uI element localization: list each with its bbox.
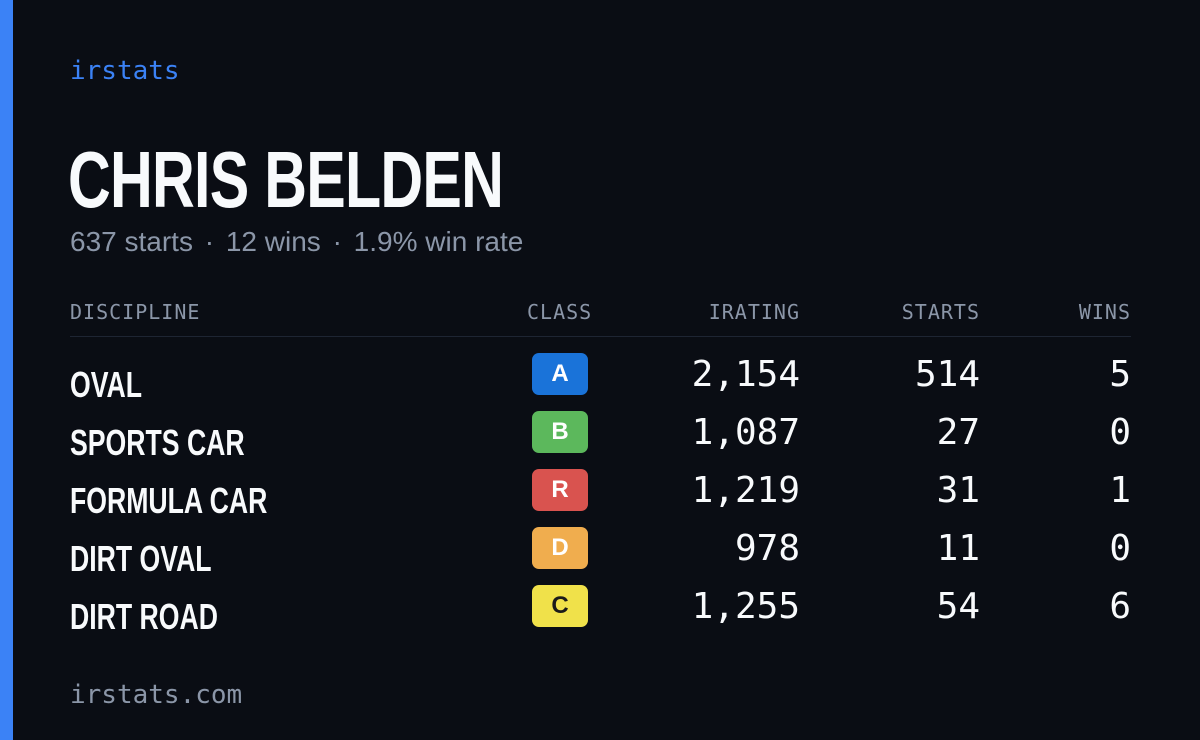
discipline-name: SPORTS CAR xyxy=(70,422,245,463)
driver-summary: 637 starts · 12 wins · 1.9% win rate xyxy=(70,226,523,258)
win-rate: 1.9% win rate xyxy=(353,226,524,257)
starts-value: 31 xyxy=(936,470,980,511)
discipline-name: DIRT OVAL xyxy=(70,538,212,579)
discipline-name: FORMULA CAR xyxy=(70,480,268,521)
starts-value: 27 xyxy=(936,412,980,453)
license-class-badge: R xyxy=(532,469,588,511)
table-row: FORMULA CAR R 1,219 31 1 xyxy=(70,469,1131,527)
wins-value: 1 xyxy=(1109,470,1131,511)
total-wins: 12 wins xyxy=(225,226,321,257)
license-class-badge: C xyxy=(532,585,588,627)
wins-value: 0 xyxy=(1109,528,1131,569)
irating-value: 1,255 xyxy=(691,586,800,627)
header-discipline: DISCIPLINE xyxy=(70,300,201,324)
header-irating: IRATING xyxy=(708,300,800,324)
separator: · xyxy=(204,226,215,257)
irating-value: 978 xyxy=(734,528,800,569)
accent-bar xyxy=(0,0,13,740)
separator: · xyxy=(332,226,342,257)
discipline-name: DIRT ROAD xyxy=(70,596,218,637)
header-wins: WINS xyxy=(1078,300,1131,324)
table-row: DIRT ROAD C 1,255 54 6 xyxy=(70,585,1131,643)
irating-value: 2,154 xyxy=(691,354,800,395)
header-class: CLASS xyxy=(527,300,593,324)
wins-value: 5 xyxy=(1109,354,1131,395)
discipline-table: DISCIPLINE CLASS IRATING STARTS WINS OVA… xyxy=(70,298,1131,643)
driver-name: CHRIS BELDEN xyxy=(68,135,504,224)
table-row: SPORTS CAR B 1,087 27 0 xyxy=(70,411,1131,469)
table-body: OVAL A 2,154 514 5 SPORTS CAR B 1,087 27… xyxy=(70,353,1131,643)
total-starts: 637 starts xyxy=(70,226,193,257)
table-row: OVAL A 2,154 514 5 xyxy=(70,353,1131,411)
license-class-badge: A xyxy=(532,353,588,395)
brand-logo-text: irstats xyxy=(70,56,180,86)
discipline-name: OVAL xyxy=(70,364,143,405)
license-class-badge: D xyxy=(532,527,588,569)
table-header: DISCIPLINE CLASS IRATING STARTS WINS xyxy=(70,298,1131,337)
starts-value: 11 xyxy=(936,528,980,569)
license-class-badge: B xyxy=(532,411,588,453)
header-starts: STARTS xyxy=(901,300,980,324)
irating-value: 1,219 xyxy=(691,470,800,511)
wins-value: 0 xyxy=(1109,412,1131,453)
irating-value: 1,087 xyxy=(691,412,800,453)
wins-value: 6 xyxy=(1109,586,1131,627)
footer-url: irstats.com xyxy=(70,680,243,710)
starts-value: 54 xyxy=(936,586,980,627)
starts-value: 514 xyxy=(914,354,980,395)
table-row: DIRT OVAL D 978 11 0 xyxy=(70,527,1131,585)
